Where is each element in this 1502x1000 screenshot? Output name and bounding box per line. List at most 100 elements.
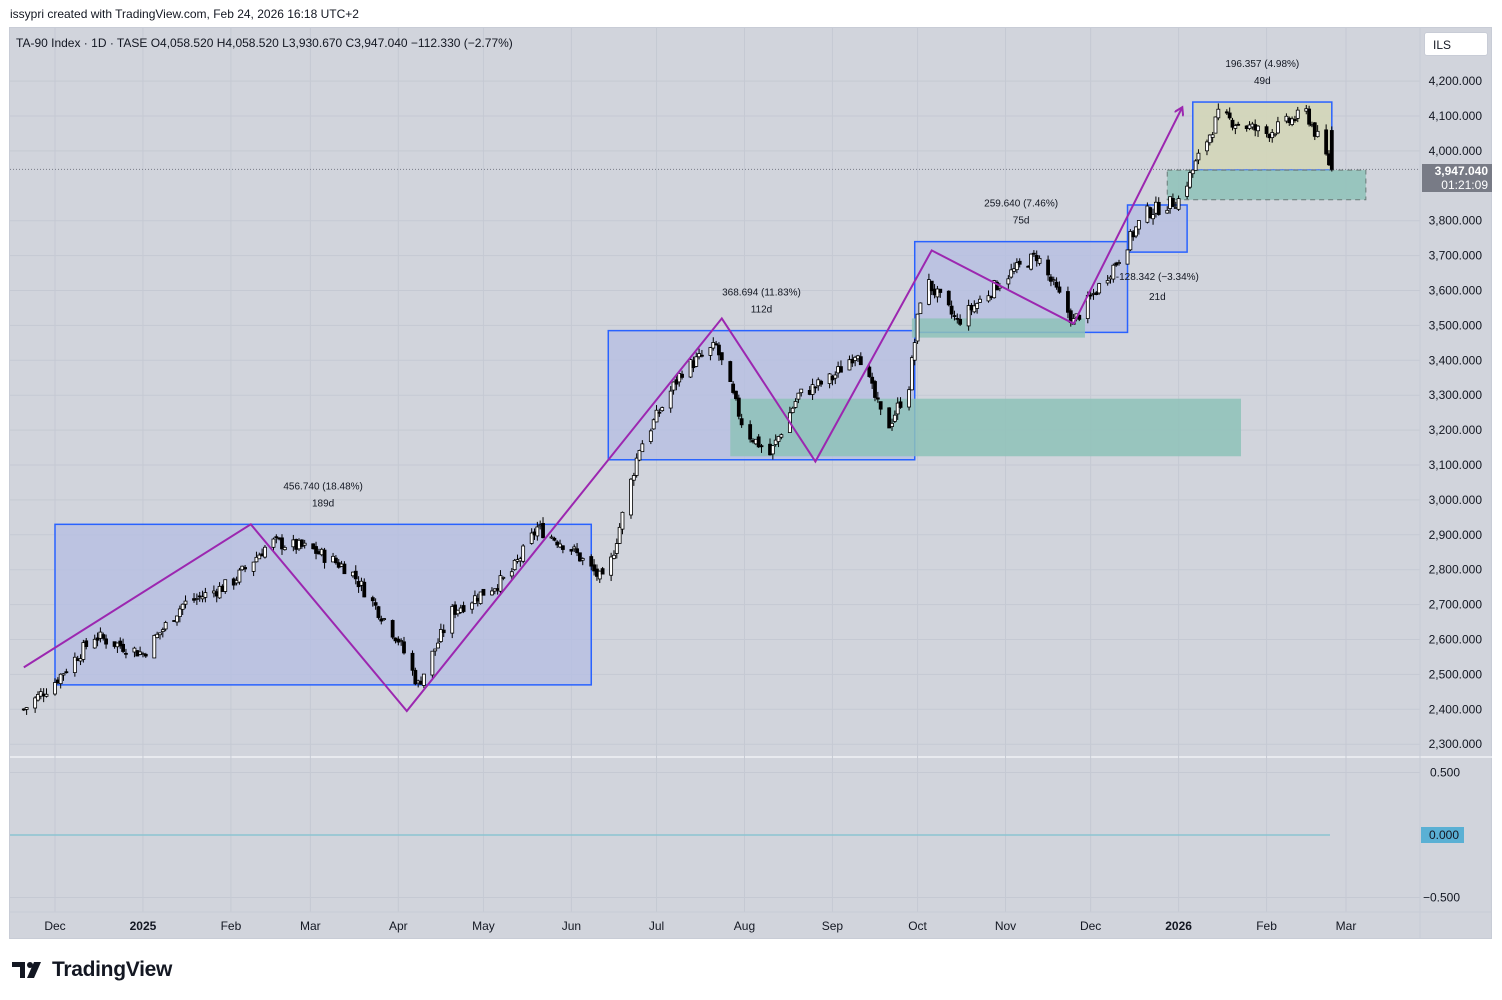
candle-body bbox=[1193, 160, 1198, 171]
candle-body bbox=[370, 597, 375, 602]
price-axis-label: 3,300.000 bbox=[1429, 388, 1483, 402]
candle-body bbox=[1290, 118, 1294, 125]
candle-body bbox=[1171, 198, 1175, 207]
currency-button[interactable]: ILS bbox=[1424, 32, 1488, 56]
candle-body bbox=[878, 401, 883, 410]
price-axis-label: 3,800.000 bbox=[1429, 214, 1483, 228]
candle-body bbox=[1227, 112, 1232, 119]
candle-body bbox=[609, 556, 614, 576]
price-axis-label: 3,700.000 bbox=[1429, 249, 1483, 263]
candle-body bbox=[640, 443, 645, 453]
price-axis-label: 2,300.000 bbox=[1429, 737, 1483, 751]
candle-body bbox=[1054, 281, 1059, 288]
candle-body bbox=[799, 388, 804, 394]
candle-body bbox=[1009, 269, 1014, 278]
candle-body bbox=[955, 317, 960, 320]
candle-body bbox=[95, 637, 100, 641]
candle-body bbox=[1307, 108, 1312, 125]
candle-body bbox=[314, 546, 318, 554]
price-axis-label: 2,900.000 bbox=[1429, 528, 1483, 542]
candle-body bbox=[790, 407, 795, 413]
candle-body bbox=[1148, 207, 1153, 218]
tradingview-brand[interactable]: TradingView bbox=[12, 958, 172, 982]
time-axis-label: May bbox=[472, 919, 495, 933]
candle-body bbox=[600, 568, 605, 575]
candle-body bbox=[617, 526, 622, 544]
candle-body bbox=[575, 548, 579, 554]
candle-body bbox=[654, 409, 659, 423]
candle-body bbox=[282, 546, 287, 551]
candle-body bbox=[779, 434, 784, 438]
candle-body bbox=[501, 576, 506, 579]
candle-body bbox=[552, 537, 557, 541]
candle-body bbox=[734, 390, 738, 400]
range-duration-label: 75d bbox=[1013, 216, 1030, 227]
candle-body bbox=[342, 563, 347, 575]
candle-body bbox=[1315, 130, 1320, 138]
candle-body bbox=[1273, 133, 1277, 136]
candle-body bbox=[1156, 201, 1161, 215]
candle-body bbox=[44, 693, 49, 697]
candle-body bbox=[938, 288, 943, 293]
candle-body bbox=[578, 552, 582, 562]
candle-body bbox=[1312, 122, 1317, 137]
candle-body bbox=[104, 638, 108, 645]
candle-body bbox=[58, 673, 63, 685]
candle-body bbox=[736, 397, 741, 417]
candle-body bbox=[402, 641, 406, 654]
candle-body bbox=[1188, 172, 1192, 188]
candle-body bbox=[555, 541, 560, 546]
candle-body bbox=[322, 549, 327, 563]
time-axis-label: Nov bbox=[995, 919, 1016, 933]
candle-body bbox=[946, 290, 951, 306]
candle-body bbox=[1236, 123, 1241, 126]
price-axis-label: 3,000.000 bbox=[1429, 493, 1483, 507]
time-axis-label: 2026 bbox=[1165, 919, 1192, 933]
range-change-label: 368.694 (11.83%) bbox=[722, 288, 801, 299]
candle-body bbox=[1014, 262, 1019, 271]
candle-body bbox=[912, 342, 917, 361]
candle-body bbox=[711, 342, 716, 349]
candle-body bbox=[1114, 262, 1119, 266]
candle-body bbox=[413, 669, 418, 685]
candle-body bbox=[376, 606, 381, 618]
time-axis-label: Dec bbox=[1080, 919, 1101, 933]
candle-body bbox=[280, 537, 284, 550]
chart-canvas[interactable]: 456.740 (18.48%) 189d 368.694 (11.83%) 112d… bbox=[0, 0, 1502, 945]
candle-body bbox=[949, 305, 954, 315]
candle-body bbox=[1031, 252, 1036, 255]
candle-body bbox=[1117, 262, 1121, 264]
candle-body bbox=[759, 445, 764, 448]
candle-body bbox=[756, 436, 761, 448]
candle-body bbox=[895, 402, 900, 415]
candle-body bbox=[1190, 169, 1195, 175]
candle-body bbox=[986, 295, 991, 302]
candle-body bbox=[1136, 220, 1141, 230]
candle-body bbox=[529, 532, 534, 544]
candle-body bbox=[478, 591, 483, 604]
candle-body bbox=[1057, 286, 1062, 293]
candle-body bbox=[152, 635, 157, 659]
time-axis-label: Apr bbox=[389, 919, 408, 933]
candle-body bbox=[631, 475, 636, 481]
candle-body bbox=[728, 361, 733, 382]
support-zone bbox=[911, 318, 1085, 338]
candle-body bbox=[1037, 257, 1042, 264]
candle-body bbox=[512, 559, 517, 571]
candle-body bbox=[1324, 129, 1329, 155]
candle-body bbox=[589, 556, 594, 567]
candle-body bbox=[1264, 126, 1269, 134]
candle-body bbox=[274, 536, 279, 539]
candle-body bbox=[1293, 119, 1297, 122]
range-change-label: 456.740 (18.48%) bbox=[283, 481, 363, 492]
candle-body bbox=[569, 549, 574, 552]
candle-body bbox=[138, 651, 143, 655]
range-duration-label: 112d bbox=[751, 305, 773, 316]
candle-body bbox=[850, 358, 855, 364]
candle-body bbox=[634, 457, 639, 476]
candle-body bbox=[717, 344, 721, 356]
candle-body bbox=[101, 634, 106, 639]
symbol-info: TA-90 Index · 1D · TASE O4,058.520 H4,05… bbox=[16, 36, 513, 50]
oscillator-value-label: 0.000 bbox=[1429, 828, 1459, 842]
candle-body bbox=[430, 650, 435, 676]
